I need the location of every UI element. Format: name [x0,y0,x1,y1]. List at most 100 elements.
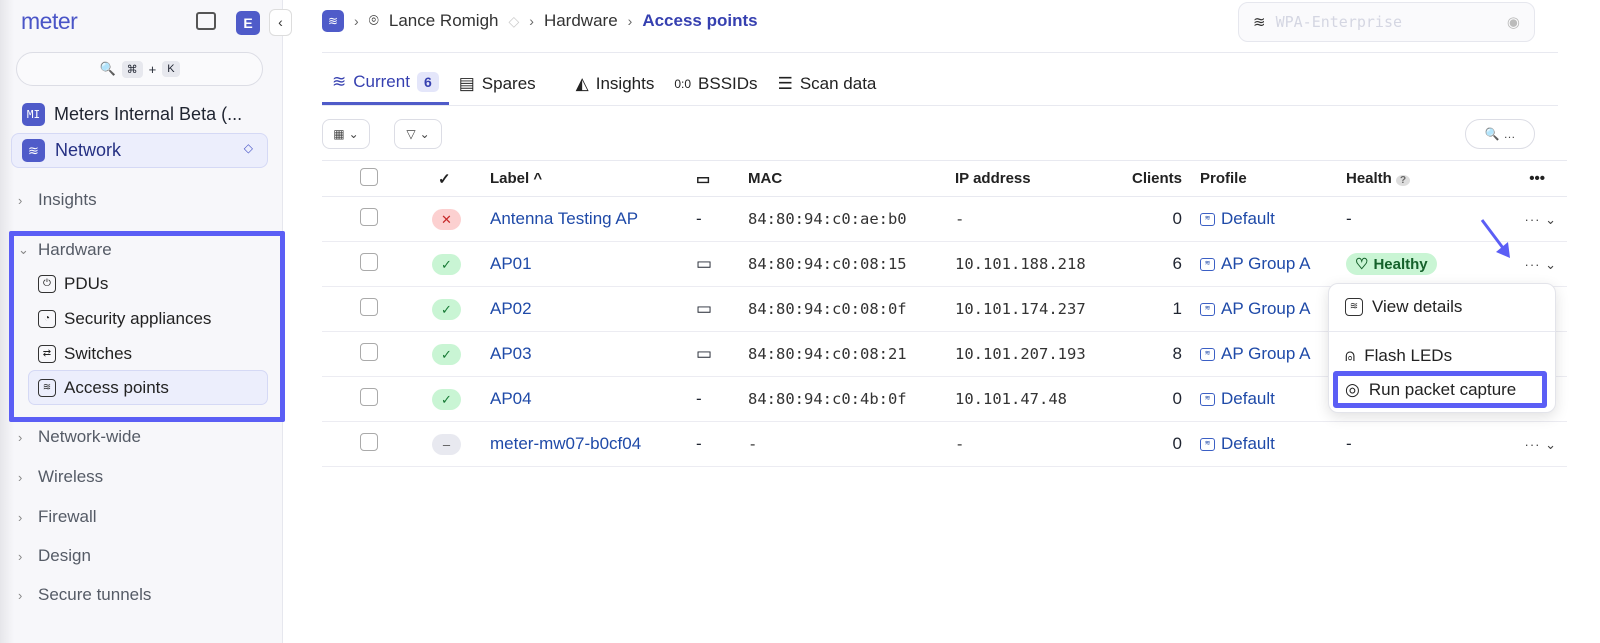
nav-firewall[interactable]: › Firewall [18,507,97,527]
col-profile[interactable]: Profile [1200,160,1346,197]
collapse-sidebar-button[interactable]: ‹ [269,9,292,36]
profile-link[interactable]: ≋ AP Group A [1200,242,1346,286]
ap-label-link[interactable]: AP01 [490,241,696,287]
more-icon[interactable]: ••• [1496,160,1567,197]
ap-label-link[interactable]: AP04 [490,376,696,422]
tab-insights[interactable]: ◭ Insights [566,62,665,105]
clients-value: 8 [1115,331,1200,377]
sidebar-item-pdus[interactable]: ⏻ PDUs [38,274,108,294]
row-more-button[interactable]: ··· ⌄ [1524,212,1557,227]
row-checkbox[interactable] [360,207,378,226]
profile-link[interactable]: ≋ Default [1200,377,1346,421]
table-header: ✓ Label ^ ▭ MAC IP address Clients Profi… [322,160,1567,197]
note-icon[interactable]: ▭ [696,254,713,273]
tab-current[interactable]: ≋ Current 6 [322,62,449,105]
col-mac[interactable]: MAC [748,160,955,197]
note-icon[interactable]: ▭ [696,299,713,318]
tab-bssids[interactable]: 0:0 BSSIDs [664,62,767,105]
profile-link[interactable]: ≋ AP Group A [1200,287,1346,331]
col-clients[interactable]: Clients [1115,160,1200,197]
avatar[interactable]: E [236,11,260,35]
sidebar-item-security-appliances[interactable]: ◔ Security appliances [38,309,211,329]
col-label[interactable]: Label ^ [490,160,696,197]
chevron-right-icon: › [529,13,534,29]
chevron-right-icon: › [18,429,23,445]
bssid-icon: 0:0 [674,76,692,91]
row-checkbox[interactable] [360,342,378,361]
col-ip[interactable]: IP address [955,160,1115,197]
chevron-down-icon: ⌄ [419,127,430,141]
nav-insights[interactable]: › Insights [18,190,97,210]
item-label: Switches [64,344,133,363]
table-row[interactable]: ✓ AP04 - 84:80:94:c0:4b:0f 10.101.47.48 … [322,376,1567,422]
wifi-icon: ≋ [38,379,56,397]
ap-label-link[interactable]: AP02 [490,286,696,332]
ap-label-link[interactable]: Antenna Testing AP [490,196,696,242]
nav-wireless[interactable]: › Wireless [18,467,103,487]
kbd-cmd: ⌘ [121,60,143,78]
chevron-right-icon: › [354,13,359,29]
switch-icon: ⇄ [38,345,56,363]
org-switcher[interactable]: MI Meters Internal Beta (... [22,103,242,126]
ap-label-link[interactable]: AP03 [490,331,696,377]
row-checkbox[interactable] [360,252,378,271]
table-row[interactable]: – meter-mw07-b0cf04 - - - 0 ≋ Default - ·… [322,421,1567,467]
table-search-button[interactable]: 🔍… [1465,119,1535,149]
profile-link[interactable]: ≋ AP Group A [1200,332,1346,376]
crumb-site[interactable]: Lance Romigh [388,11,499,30]
nav-network-wide[interactable]: › Network-wide [18,427,141,447]
access-points-table: ✓ Label ^ ▭ MAC IP address Clients Profi… [322,160,1567,467]
eye-icon[interactable]: ◉ [1506,14,1520,31]
row-checkbox[interactable] [360,297,378,316]
help-icon[interactable]: ? [1396,175,1411,186]
nav-design[interactable]: › Design [18,546,91,566]
crumb-hardware[interactable]: Hardware [543,11,618,30]
row-more-button[interactable]: ··· ⌄ [1524,437,1557,452]
filter-button[interactable]: ▽ ⌄ [394,119,442,149]
search-button[interactable]: 🔍 ⌘ + K [16,52,263,86]
columns-button[interactable]: ▦ ⌄ [322,119,370,149]
profile-link[interactable]: ≋ Default [1200,422,1346,466]
nav-secure-tunnels[interactable]: › Secure tunnels [18,585,151,605]
tab-scan-data[interactable]: ☰ Scan data [768,62,887,105]
wifi-icon: ≋ [1345,298,1363,316]
item-label: Security appliances [64,309,212,328]
table-row[interactable]: ✓ AP02 ▭ 84:80:94:c0:08:0f 10.101.174.23… [322,286,1567,332]
row-checkbox[interactable] [360,387,378,406]
clients-value: 0 [1115,376,1200,422]
select-all-checkbox[interactable] [360,167,378,186]
sidebar-item-switches[interactable]: ⇄ Switches [38,344,132,364]
sidebar-item-access-points[interactable]: ≋ Access points [38,378,169,398]
tab-spares[interactable]: ▤ Spares [449,62,546,105]
network-selector[interactable]: ≋ Network ◇ [11,133,268,168]
profile-link[interactable]: ≋ Default [1200,197,1346,241]
chevron-down-icon: ⌄ [18,242,29,257]
ip-value: - [955,196,1115,242]
filter-icon: ▽ [406,127,416,141]
menu-view-details[interactable]: ≋ View details [1345,297,1462,317]
nav-label: Design [38,546,91,565]
mac-value: 84:80:94:c0:08:21 [748,331,955,377]
heart-icon: ♡ [1355,256,1369,273]
note-value: - [696,209,702,228]
row-more-button[interactable]: ··· ⌄ [1524,257,1557,272]
menu-run-packet-capture[interactable]: ◎ Run packet capture [1345,380,1516,400]
nav-hardware[interactable]: ⌄ Hardware [18,240,112,260]
ap-label-link[interactable]: meter-mw07-b0cf04 [490,421,696,467]
ip-value: 10.101.174.237 [955,286,1115,332]
toolbox-icon[interactable] [196,12,216,30]
table-row[interactable]: ✕ Antenna Testing AP - 84:80:94:c0:ae:b0… [322,196,1567,242]
chevron-updown-icon[interactable]: ◇ [508,12,520,29]
menu-flash-leds[interactable]: ⍝ Flash LEDs [1345,346,1452,366]
capture-icon: ◎ [1345,380,1360,399]
plug-icon: ⏻ [38,275,56,293]
clients-value: 1 [1115,286,1200,332]
table-row[interactable]: ✓ AP01 ▭ 84:80:94:c0:08:15 10.101.188.21… [322,241,1567,287]
profile-label: Default [1221,209,1275,228]
col-health[interactable]: Health [1346,170,1392,187]
chevron-updown-icon: ◇ [243,141,253,155]
note-icon[interactable]: ▭ [696,344,713,363]
ssid-field[interactable]: ≋ WPA-Enterprise ◉ [1238,2,1535,42]
row-checkbox[interactable] [360,432,378,451]
health-value: - [1346,434,1352,453]
